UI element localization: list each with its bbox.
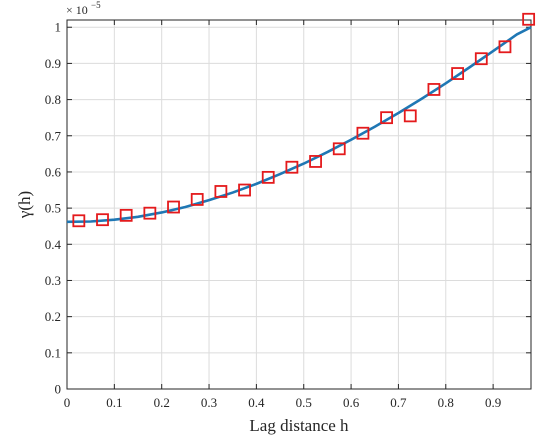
y-tick-label: 0.9: [45, 56, 61, 71]
y-tick-label: 0.4: [45, 237, 62, 252]
x-tick-label: 0.5: [296, 395, 312, 410]
y-tick-label: 0.7: [45, 128, 62, 143]
plot-frame: [66, 19, 532, 390]
data-point-marker: [356, 126, 370, 140]
y-tick-label: 0: [55, 382, 62, 397]
axis-ticks: 0 0.1 0.2 0.3 0.4 0.5 0.6 0.7 0.8 0.9 0 0.1 0.2 0.3 0.…: [45, 20, 531, 410]
data-point-marker: [214, 185, 228, 198]
x-tick-label: 0.1: [106, 395, 122, 410]
data-point-marker: [119, 208, 133, 222]
x-tick-label: 0.3: [201, 395, 217, 410]
y-multiplier-label: × 10: [66, 3, 88, 17]
fitted-model-line: [66, 26, 532, 224]
data-point-marker: [309, 155, 322, 168]
y-tick-label: 0.2: [45, 309, 61, 324]
grid-lines: [67, 20, 531, 389]
data-point-marker: [522, 12, 536, 26]
x-axis-label: Lag distance h: [249, 416, 349, 435]
data-point-marker: [143, 206, 157, 220]
y-tick-label: 0.8: [45, 92, 61, 107]
data-point-marker: [238, 183, 251, 197]
x-tick-label: 0: [64, 395, 71, 410]
x-tick-label: 0.2: [154, 395, 170, 410]
x-tick-label: 0.9: [485, 395, 501, 410]
data-point-marker: [332, 142, 346, 156]
data-series: [66, 12, 536, 228]
data-point-marker: [403, 109, 417, 123]
data-point-marker: [167, 200, 180, 214]
x-tick-label: 0.7: [390, 395, 407, 410]
data-point-marker: [498, 40, 512, 54]
data-point-marker: [72, 214, 86, 228]
data-point-marker: [96, 213, 109, 227]
data-point-marker: [285, 160, 299, 174]
x-tick-label: 0.4: [248, 395, 265, 410]
data-point-marker: [474, 52, 488, 66]
data-point-marker: [427, 83, 441, 96]
x-tick-label: 0.6: [343, 395, 360, 410]
data-point-marker: [261, 170, 275, 184]
y-multiplier-exponent: −5: [91, 0, 101, 10]
data-point-marker: [380, 111, 393, 125]
data-point-marker: [190, 193, 204, 206]
data-point-marker: [451, 67, 465, 80]
y-tick-label: 0.3: [45, 273, 61, 288]
y-axis-label: γ(h): [15, 191, 34, 219]
y-tick-label: 1: [55, 20, 62, 35]
y-tick-label: 0.1: [45, 345, 61, 360]
x-tick-label: 0.8: [438, 395, 454, 410]
y-tick-label: 0.5: [45, 201, 61, 216]
y-tick-label: 0.6: [45, 164, 62, 179]
